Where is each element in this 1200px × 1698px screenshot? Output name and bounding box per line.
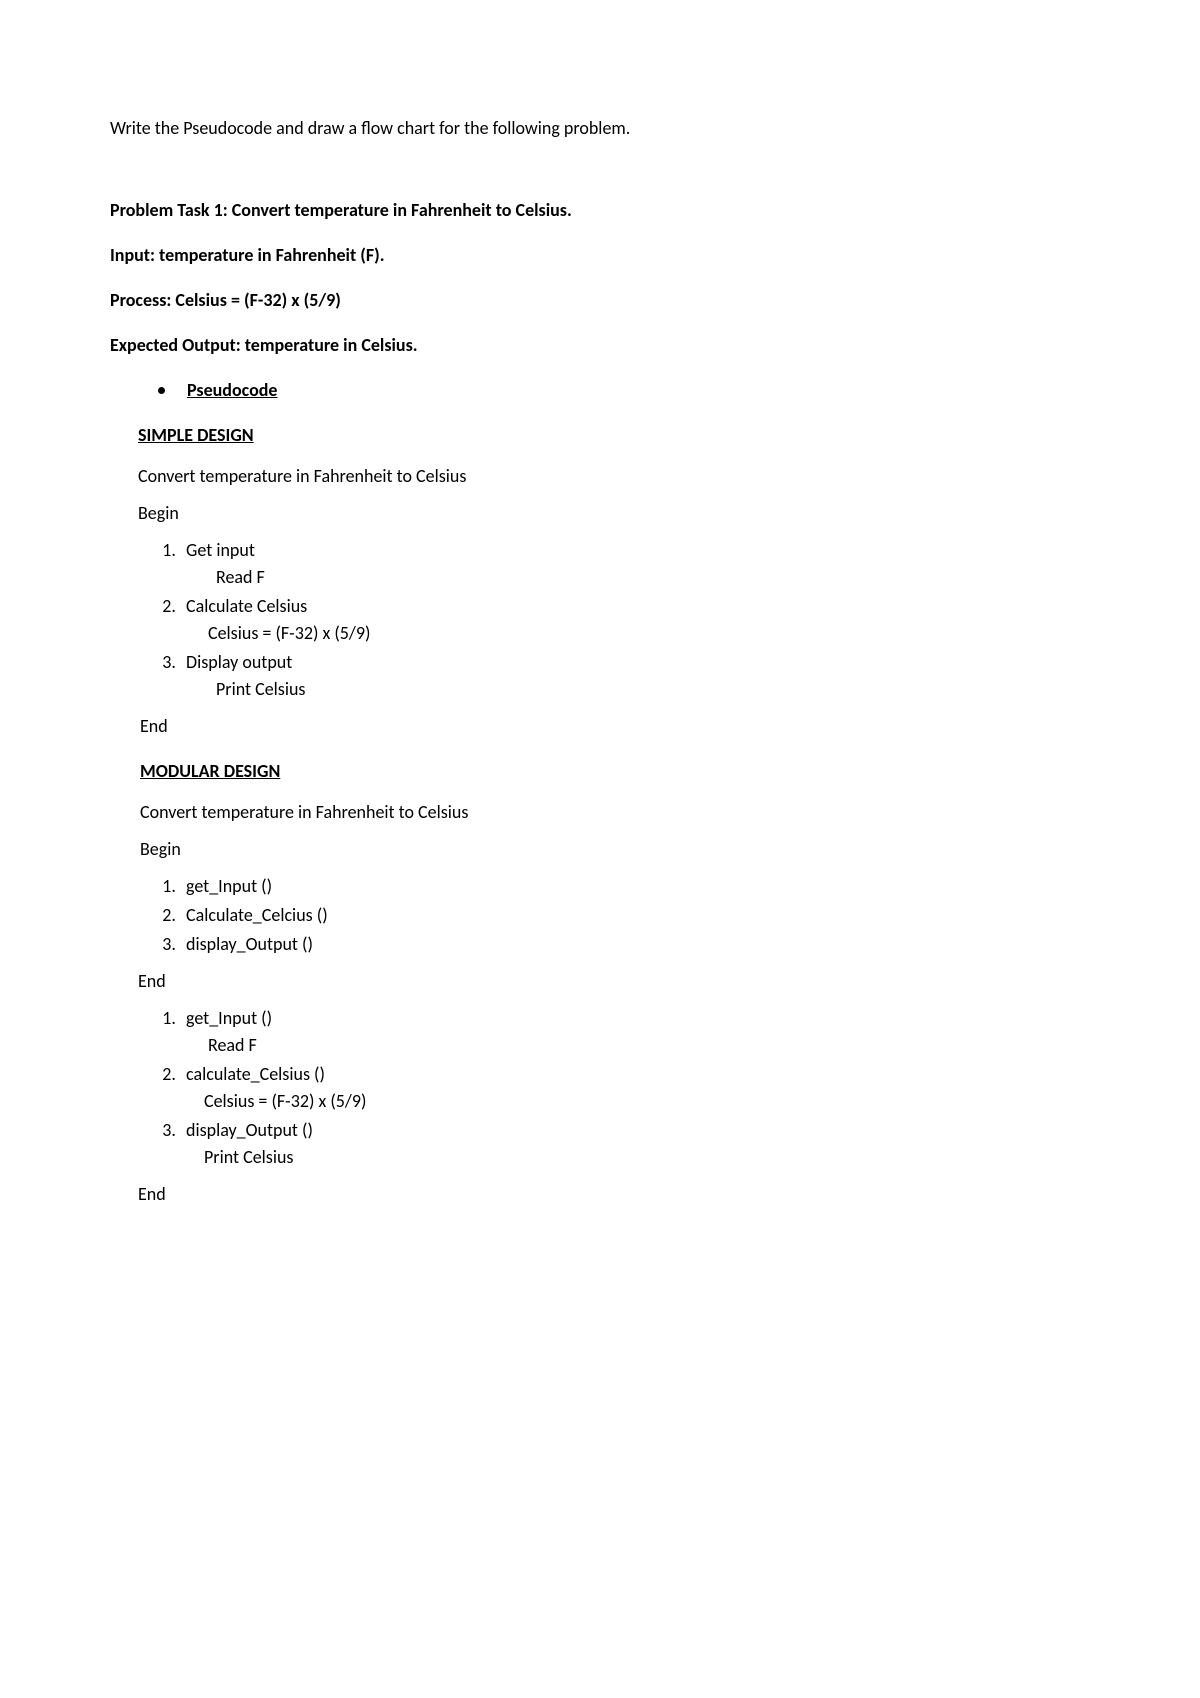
modular-end-2: End — [138, 1181, 1090, 1208]
modular-def-1: get_Input () Read F — [180, 1005, 1090, 1059]
simple-end: End — [140, 713, 1090, 740]
modular-calls-list: get_Input () Calculate_Celcius () displa… — [140, 873, 1090, 958]
modular-def-2: calculate_Celsius () Celsius = (F-32) x … — [180, 1061, 1090, 1115]
simple-steps-list: Get input Read F Calculate Celsius Celsi… — [140, 537, 1090, 703]
modular-design-heading: MODULAR DESIGN — [140, 758, 1090, 785]
modular-call-2: Calculate_Celcius () — [180, 902, 1090, 929]
step-sub: Celsius = (F-32) x (5/9) — [208, 620, 1090, 647]
call-label: display_Output () — [186, 933, 313, 955]
modular-defs-list: get_Input () Read F calculate_Celsius ()… — [140, 1005, 1090, 1171]
bullet-icon — [158, 387, 165, 394]
def-sub: Read F — [208, 1032, 1090, 1059]
intro-text: Write the Pseudocode and draw a flow cha… — [110, 115, 1090, 142]
def-label: get_Input () — [186, 1007, 272, 1029]
modular-end-1: End — [138, 968, 1090, 995]
def-label: display_Output () — [186, 1119, 313, 1141]
simple-step-1: Get input Read F — [180, 537, 1090, 591]
def-label: calculate_Celsius () — [186, 1063, 325, 1085]
def-sub: Print Celsius — [204, 1144, 1090, 1171]
def-sub: Celsius = (F-32) x (5/9) — [204, 1088, 1090, 1115]
modular-call-1: get_Input () — [180, 873, 1090, 900]
step-label: Get input — [186, 539, 255, 561]
modular-def-3: display_Output () Print Celsius — [180, 1117, 1090, 1171]
simple-title: Convert temperature in Fahrenheit to Cel… — [138, 463, 1090, 490]
task-line: Problem Task 1: Convert temperature in F… — [110, 197, 1090, 224]
step-sub: Print Celsius — [216, 676, 1090, 703]
step-label: Calculate Celsius — [186, 595, 307, 617]
simple-step-2: Calculate Celsius Celsius = (F-32) x (5/… — [180, 593, 1090, 647]
call-label: get_Input () — [186, 875, 272, 897]
simple-step-3: Display output Print Celsius — [180, 649, 1090, 703]
simple-design-heading: SIMPLE DESIGN — [138, 422, 1090, 449]
pseudocode-bullet: Pseudocode — [158, 377, 1090, 404]
modular-call-3: display_Output () — [180, 931, 1090, 958]
simple-begin: Begin — [138, 500, 1090, 527]
input-line: Input: temperature in Fahrenheit (F). — [110, 242, 1090, 269]
modular-begin: Begin — [140, 836, 1090, 863]
process-line: Process: Celsius = (F-32) x (5/9) — [110, 287, 1090, 314]
step-label: Display output — [186, 651, 292, 673]
modular-title: Convert temperature in Fahrenheit to Cel… — [140, 799, 1090, 826]
call-label: Calculate_Celcius () — [186, 904, 328, 926]
output-line: Expected Output: temperature in Celsius. — [110, 332, 1090, 359]
step-sub: Read F — [216, 564, 1090, 591]
pseudocode-label: Pseudocode — [187, 377, 277, 404]
document-page: Write the Pseudocode and draw a flow cha… — [0, 0, 1200, 1298]
